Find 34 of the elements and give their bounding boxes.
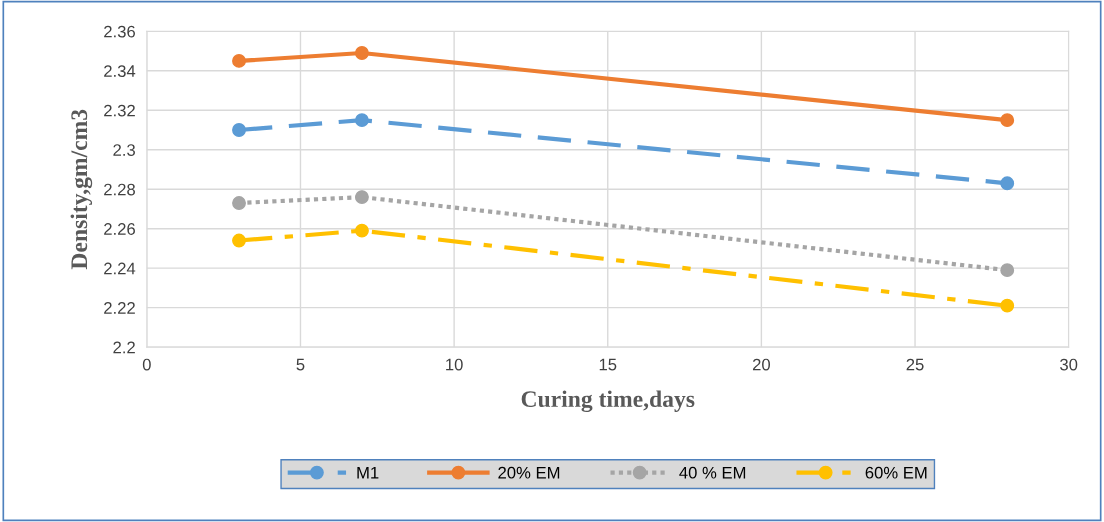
- x-tick-label: 15: [599, 358, 617, 371]
- point: [1000, 176, 1015, 191]
- legend-label: 60% EM: [865, 466, 927, 479]
- x-tick-label: 0: [142, 358, 151, 371]
- x-tick-label: 25: [906, 358, 924, 371]
- point: [354, 190, 369, 205]
- y-tick-label: 2.22: [104, 302, 135, 314]
- y-tick-label: 2.24: [104, 262, 136, 275]
- point: [1000, 298, 1015, 313]
- y-tick-label: 2.26: [104, 223, 135, 235]
- point: [232, 123, 246, 137]
- legend-label: 20% EM: [498, 466, 560, 479]
- x-tick-label: 10: [446, 358, 463, 371]
- legend-label: M1: [357, 466, 379, 479]
- point: [354, 223, 369, 238]
- y-tick-label: 2.3: [113, 144, 135, 156]
- point: [1000, 263, 1015, 278]
- y-tick-label: 2.2: [113, 341, 135, 354]
- x-axis-title: Curing time,days: [521, 390, 695, 413]
- point: [232, 233, 246, 248]
- point: [232, 196, 246, 210]
- point: [354, 46, 369, 60]
- x-tick-label: 20: [752, 358, 771, 371]
- point: [354, 113, 369, 128]
- y-axis-title: Density,gm/cm3: [70, 109, 93, 270]
- point: [1000, 113, 1015, 128]
- legend-label: 40 % EM: [679, 466, 746, 479]
- y-tick-label: 2.28: [104, 183, 135, 196]
- point: [232, 53, 246, 68]
- y-tick-label: 2.36: [104, 25, 135, 38]
- y-tick-label: 2.32: [104, 104, 135, 117]
- x-tick-label: 30: [1060, 358, 1078, 371]
- x-tick-label: 5: [296, 358, 305, 371]
- y-tick-label: 2.34: [104, 65, 136, 77]
